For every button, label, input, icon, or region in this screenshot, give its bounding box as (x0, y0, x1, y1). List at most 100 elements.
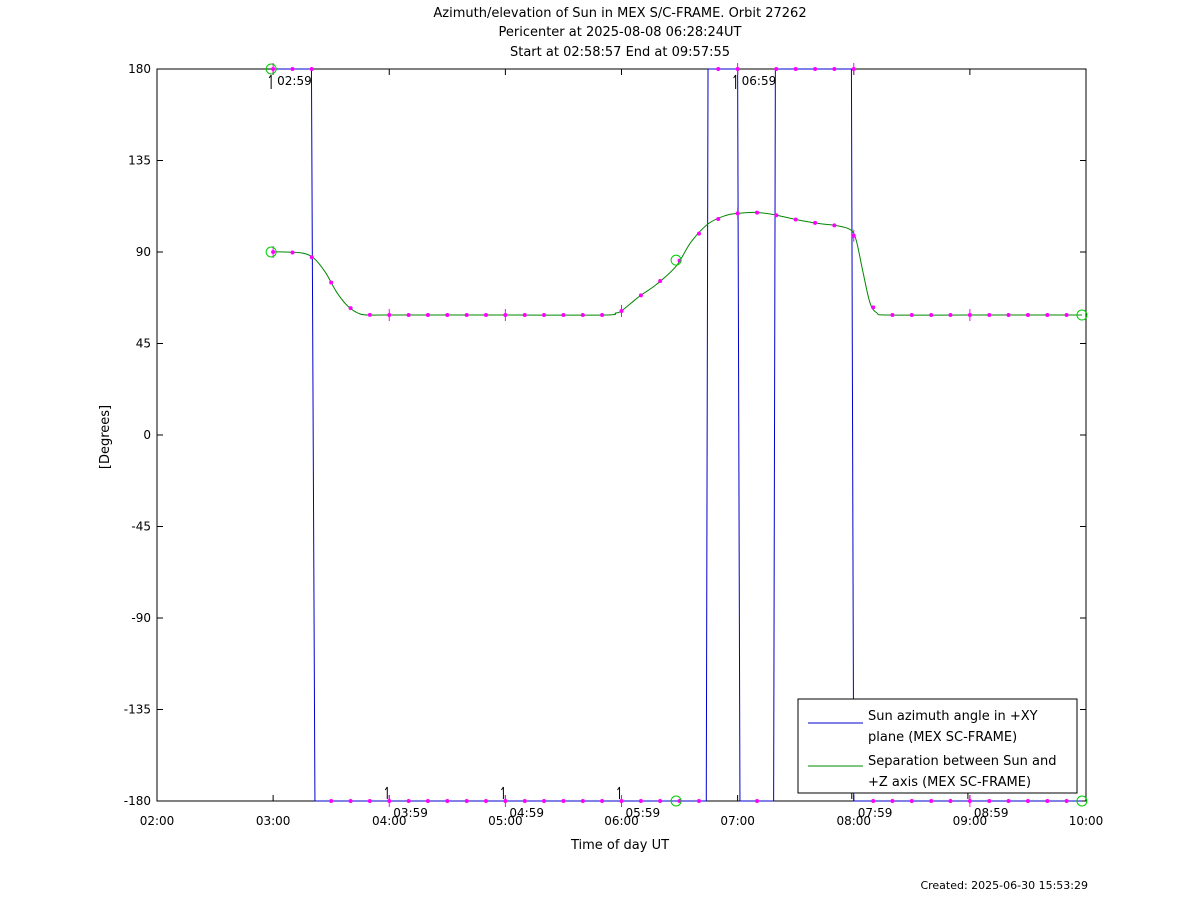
azimuth-sample-dot (832, 67, 837, 71)
separation-sample-dot (793, 217, 798, 222)
x-tick-label: 06:00 (604, 814, 639, 828)
legend-box (797, 698, 1078, 794)
created-timestamp: Created: 2025-06-30 15:53:29 (920, 879, 1088, 892)
azimuth-sample-dot (522, 799, 527, 803)
azimuth-sample-dot (464, 799, 469, 803)
separation-sample-dot (580, 313, 585, 318)
annotation-label: 07:59 (858, 806, 893, 820)
separation-sample-dot (464, 313, 469, 318)
series-line-azimuth (271, 68, 1082, 802)
separation-sample-dot (774, 213, 779, 218)
azimuth-sample-dot (871, 799, 876, 803)
annotation-label: 08:59 (974, 806, 1009, 820)
event-marker (1076, 795, 1088, 807)
azimuth-sample-dot (329, 799, 334, 803)
separation-sample-dot (1045, 313, 1050, 318)
separation-sample-dot (813, 220, 818, 225)
azimuth-sample-dot (755, 799, 760, 803)
separation-sample-dot (658, 278, 663, 283)
annotation-label: 03:59 (393, 806, 428, 820)
separation-sample-dot (309, 255, 314, 260)
separation-sample-dot (542, 313, 547, 318)
markers-layer (265, 63, 1088, 807)
separation-sample-dot (909, 313, 914, 318)
y-tick-label: 90 (136, 245, 151, 259)
x-axis-label: Time of day UT (570, 838, 669, 853)
azimuth-sample-dot (580, 799, 585, 803)
y-tick-label: 45 (136, 337, 151, 351)
annotation-arrow-head (617, 786, 620, 791)
y-tick-label: -135 (124, 703, 151, 717)
separation-sample-dot (832, 223, 837, 228)
azimuth-sample-dot (793, 67, 798, 71)
separation-sample-dot (1064, 313, 1069, 318)
azimuth-sample-dot (890, 799, 895, 803)
azimuth-sample-dot (1045, 799, 1050, 803)
series-layer (271, 68, 1082, 802)
azimuth-sample-dot (638, 799, 643, 803)
azimuth-sample-dot (716, 67, 721, 71)
annotation-label: 05:59 (626, 806, 661, 820)
separation-sample-dot (329, 280, 334, 285)
separation-sample-dot (929, 313, 934, 318)
separation-sample-dot (948, 313, 953, 318)
azimuth-sample-dot (542, 799, 547, 803)
annotation-label: 04:59 (509, 806, 544, 820)
annotation-arrow-head (500, 786, 504, 791)
y-tick-label: -90 (131, 611, 151, 625)
event-marker (265, 246, 277, 258)
azimuth-sample-dot (600, 799, 605, 803)
annotation-label: 02:59 (277, 74, 312, 88)
separation-sample-dot (290, 250, 295, 255)
azimuth-sample-dot (290, 67, 295, 71)
azimuth-sample-dot (483, 799, 488, 803)
x-tick-label: 07:00 (720, 814, 755, 828)
y-axis: 180 135 90 45 0 -45 -90 -135 -180 (124, 62, 1086, 808)
azimuth-sample-dot (561, 799, 566, 803)
separation-sample-dot (716, 217, 721, 222)
separation-sample-dot (425, 313, 430, 318)
event-marker (670, 795, 682, 807)
y-tick-label: 135 (128, 154, 151, 168)
separation-sample-dot (483, 313, 488, 318)
azimuth-sample-dot (1025, 799, 1030, 803)
chart-title: Azimuth/elevation of Sun in MEX S/C-FRAM… (433, 6, 806, 60)
azimuth-sample-dot (425, 799, 430, 803)
series-line-separation (271, 211, 1082, 316)
separation-sample-dot (406, 313, 411, 318)
separation-sample-dot (561, 313, 566, 318)
y-tick-label: -180 (124, 794, 151, 808)
azimuth-sample-dot (909, 799, 914, 803)
chart-title-line-2: Pericenter at 2025-08-08 06:28:24UT (498, 25, 741, 40)
azimuth-sample-dot (367, 799, 372, 803)
separation-sample-dot (638, 293, 643, 298)
annotation-arrow-head (384, 786, 388, 791)
separation-sample-dot (871, 305, 876, 310)
separation-sample-dot (348, 306, 353, 311)
separation-sample-dot (445, 313, 450, 318)
annotation-label: 06:59 (742, 74, 777, 88)
azimuth-sample-dot (406, 799, 411, 803)
x-tick-label: 03:00 (256, 814, 291, 828)
azimuth-sample-dot (813, 67, 818, 71)
x-tick-label: 10:00 (1069, 814, 1104, 828)
legend-label-separation-line-1: Separation between Sun and (868, 754, 1056, 769)
x-tick-label: 09:00 (953, 814, 988, 828)
azimuth-sample-dot (696, 799, 701, 803)
separation-sample-dot (987, 313, 992, 318)
legend-label-azimuth-line-1: Sun azimuth angle in +XY (868, 709, 1038, 724)
y-tick-label: -45 (131, 520, 151, 534)
separation-sample-dot (1025, 313, 1030, 318)
event-marker (265, 63, 277, 75)
legend-label-azimuth-line-2: plane (MEX SC-FRAME) (868, 730, 1017, 745)
azimuth-sample-dot (309, 67, 314, 71)
x-tick-label: 08:00 (836, 814, 871, 828)
event-marker (670, 254, 682, 266)
separation-sample-dot (522, 313, 527, 318)
y-tick-label: 180 (128, 62, 151, 76)
x-tick-label: 05:00 (488, 814, 523, 828)
x-tick-label: 02:00 (140, 814, 175, 828)
annotation-arrow-head (268, 74, 272, 79)
chart-title-line-3: Start at 02:58:57 End at 09:57:55 (510, 45, 730, 60)
azimuth-sample-dot (658, 799, 663, 803)
